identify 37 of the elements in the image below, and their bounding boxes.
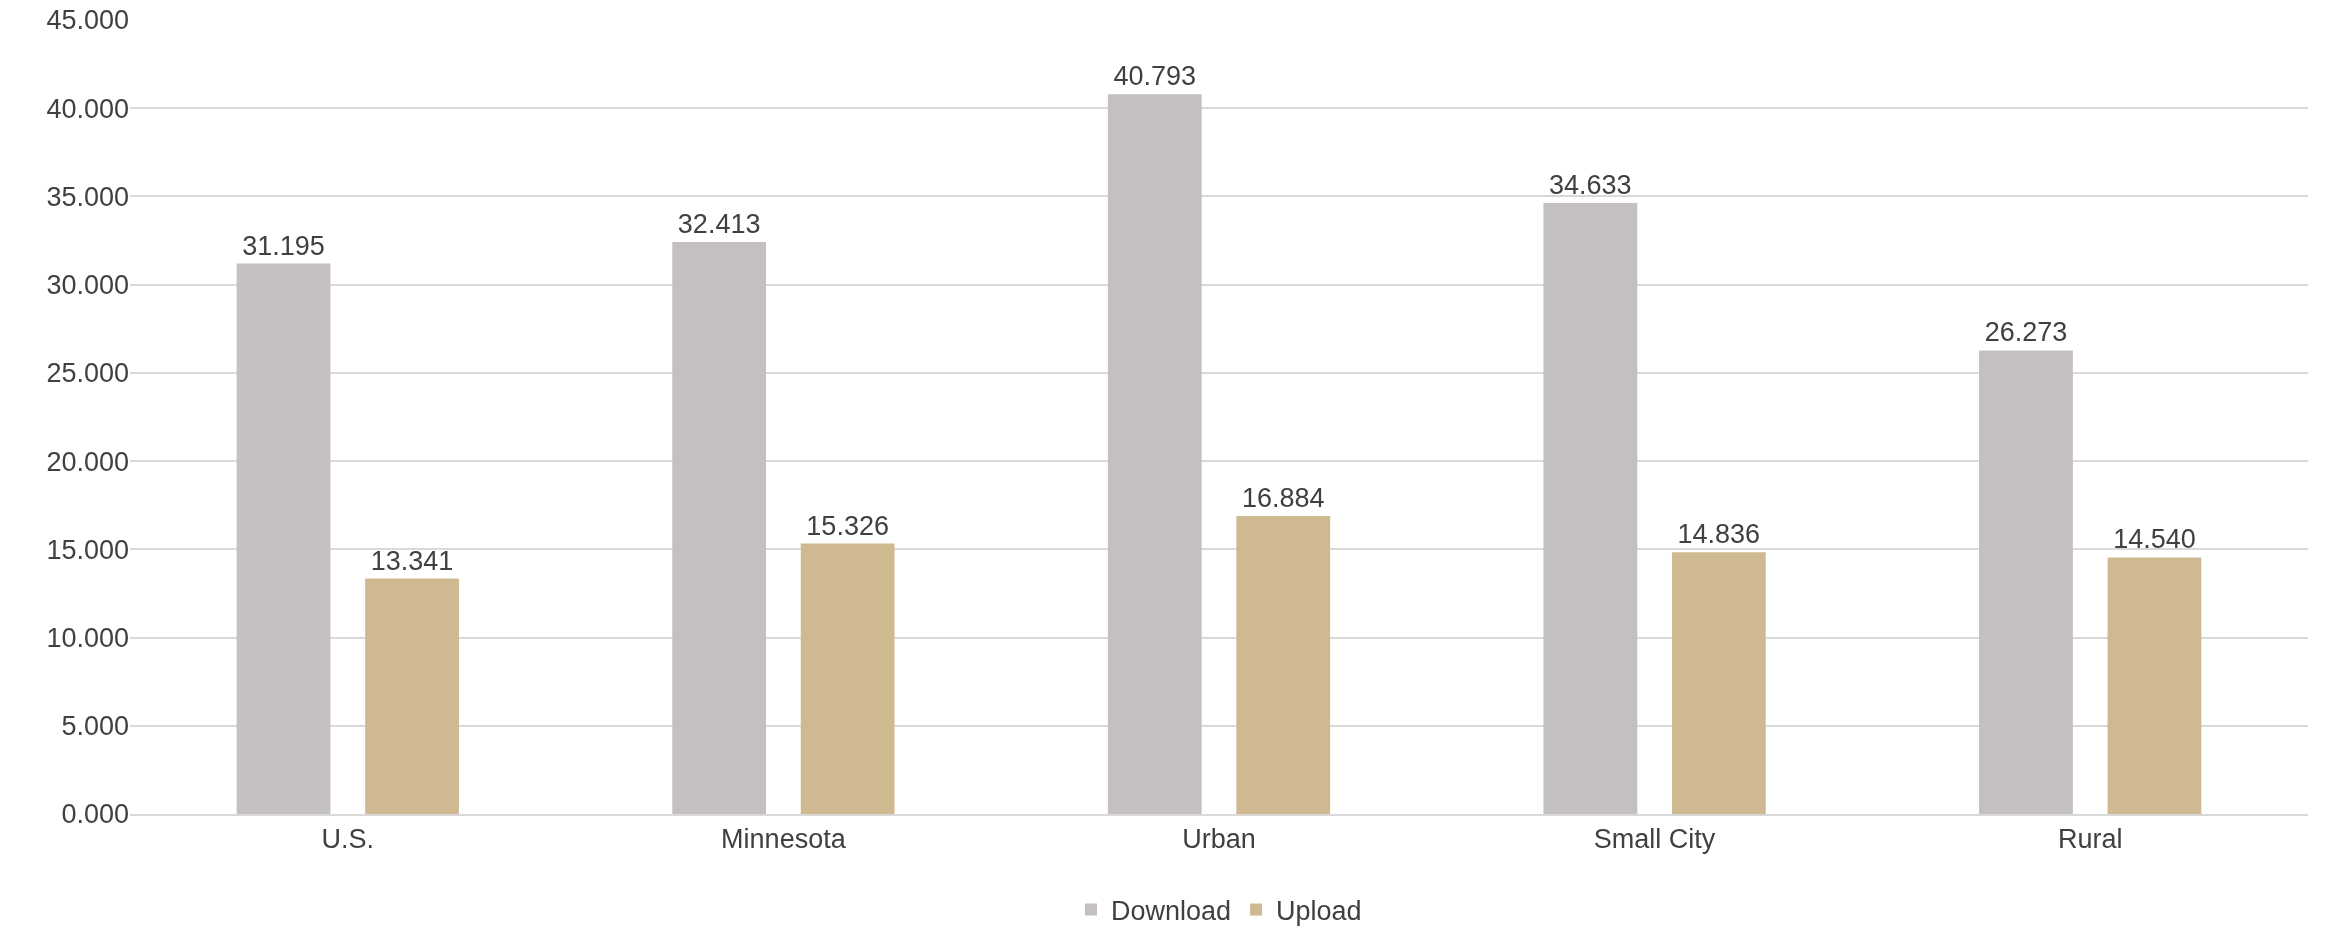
bar [800,543,895,814]
y-tick-label: 10.000 [46,623,129,654]
x-tick-label: U.S. [321,824,375,855]
bar [1671,552,1766,814]
data-label: 13.341 [370,545,454,576]
data-label: 34.633 [1549,169,1632,200]
data-label: 14.836 [1677,519,1761,550]
y-tick-label: 30.000 [46,270,129,301]
y-tick-label: 5.000 [61,711,129,742]
y-tick-label: 25.000 [46,358,129,389]
y-tick-label: 35.000 [46,181,129,212]
bar [1236,516,1331,814]
y-tick-label: 20.000 [46,446,129,477]
bar [672,242,767,814]
x-tick-label: Small City [1593,824,1716,855]
y-tick-label: 45.000 [46,5,129,36]
y-tick-label: 15.000 [46,534,129,565]
bar [1543,202,1638,814]
legend-label: Upload [1276,896,1362,927]
data-label: 16.884 [1241,483,1325,514]
bar [2107,557,2202,814]
bar [1979,350,2073,814]
legend-label: Download [1111,896,1232,927]
x-tick-label: Minnesota [721,824,847,855]
bar [1107,94,1202,814]
y-tick-label: 0.000 [61,799,129,830]
data-label: 40.793 [1113,61,1197,92]
data-label: 32.413 [677,209,761,240]
bar [236,263,331,814]
x-tick-label: Rural [2057,824,2123,855]
data-label: 14.540 [2113,524,2196,555]
data-label: 31.195 [242,230,325,261]
y-tick-label: 40.000 [46,93,129,124]
data-label: 15.326 [806,510,889,541]
x-tick-label: Urban [1182,824,1256,855]
bar [365,578,459,814]
data-label: 26.273 [1984,317,2068,348]
